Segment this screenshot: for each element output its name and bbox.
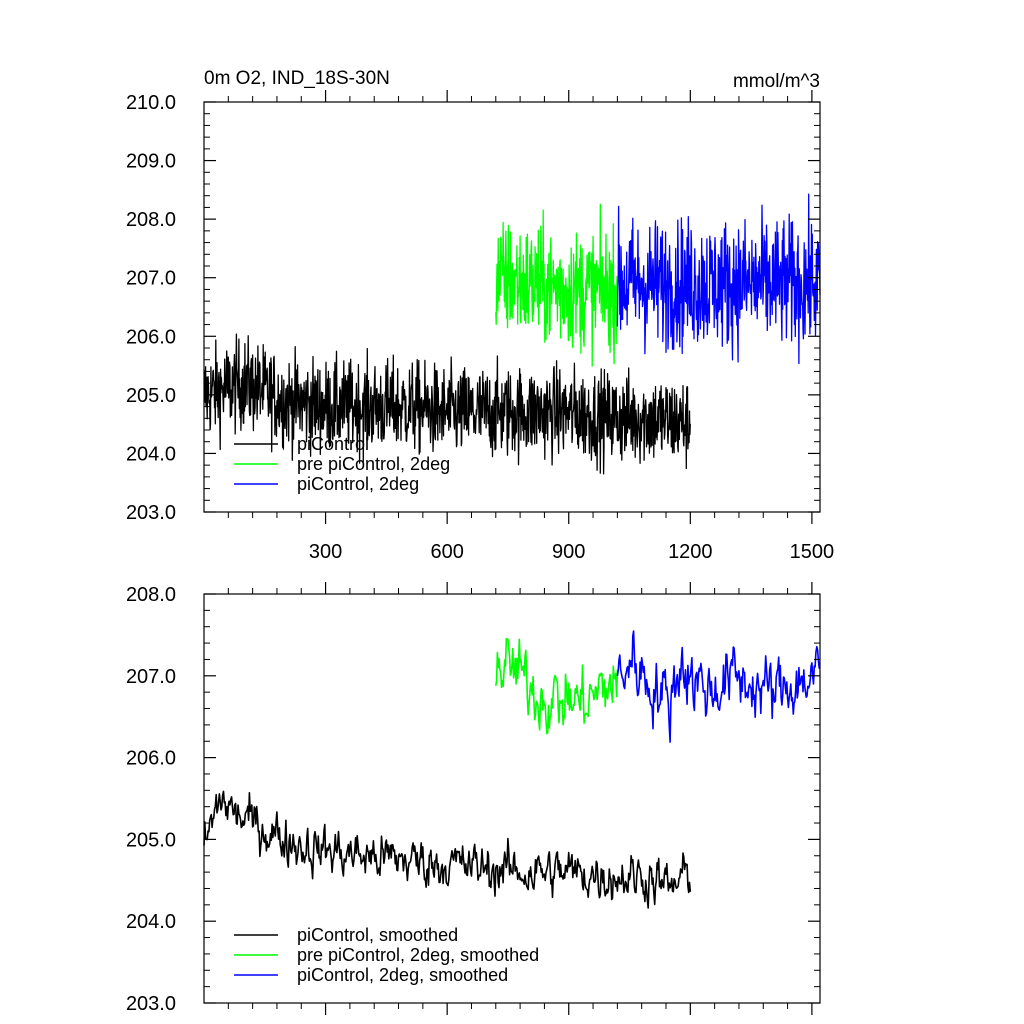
y-tick-label: 207.0	[126, 268, 176, 290]
axes: 203.0 204.0 205.0 206.0 207.0 208.0	[126, 582, 821, 1015]
series-line-0	[203, 790, 692, 909]
y-tick-label: 203.0	[126, 502, 176, 524]
chart-title: 0m O2, IND_18S-30N	[204, 68, 390, 89]
y-tick-label: 206.0	[126, 326, 176, 348]
bottom-panel: 203.0 204.0 205.0 206.0 207.0 208.0 piControl…	[126, 582, 821, 1015]
y-tick-label: 208.0	[126, 209, 176, 231]
y-tick-label: 204.0	[126, 911, 176, 933]
legend-label: piControl, 2deg, smoothed	[297, 965, 508, 985]
y-tick-label: 207.0	[126, 666, 176, 688]
top-panel: 0m O2, IND_18S-30N mmol/m^3 300 600 900 120…	[126, 68, 834, 563]
y-tick-label: 206.0	[126, 748, 176, 770]
series-line-2	[616, 630, 821, 743]
y-tick-label: 203.0	[126, 993, 176, 1015]
legend-label: pre piControl, 2deg, smoothed	[297, 945, 539, 965]
legend-label: pre piControl, 2deg	[297, 454, 450, 474]
y-tick-label: 205.0	[126, 385, 176, 407]
plot-frame	[203, 593, 821, 1004]
x-tick-label: 1500	[790, 541, 835, 563]
y-tick-label: 208.0	[126, 584, 176, 606]
legend-label: piControl	[297, 434, 369, 454]
y-tick-label: 204.0	[126, 443, 176, 465]
y-tick-label: 209.0	[126, 151, 176, 173]
plot-frame	[203, 101, 821, 513]
legend-label: piControl, 2deg	[297, 474, 419, 494]
x-tick-label: 600	[430, 541, 463, 563]
axes: 300 600 900 1200 1500 203.0 204.0 205.0 206.0 207…	[126, 90, 834, 563]
series-line-1	[495, 637, 619, 735]
x-tick-label: 900	[552, 541, 585, 563]
series-lines	[203, 630, 821, 909]
series-line-2	[616, 193, 821, 365]
series-line-0	[203, 333, 691, 475]
series-lines	[203, 193, 821, 475]
x-tick-label: 300	[309, 541, 342, 563]
x-tick-label: 1200	[668, 541, 713, 563]
y-tick-label: 210.0	[126, 92, 176, 114]
legend-label: piControl, smoothed	[297, 925, 458, 945]
series-line-1	[495, 203, 619, 367]
y-tick-label: 205.0	[126, 829, 176, 851]
units-label: mmol/m^3	[733, 71, 820, 92]
